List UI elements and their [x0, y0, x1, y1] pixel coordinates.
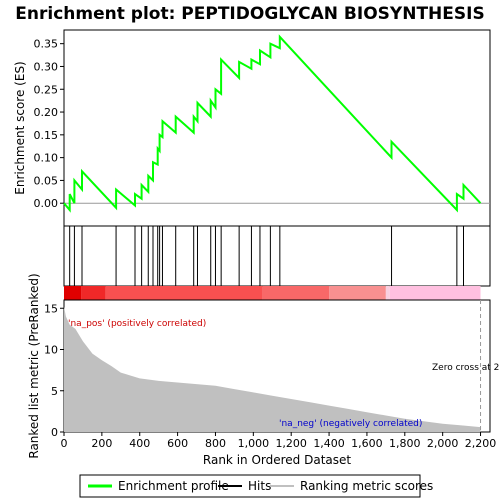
x-tick-label: 400 — [129, 437, 150, 450]
hits-marks — [69, 226, 464, 286]
legend: Enrichment profile Hits Ranking metric sco… — [88, 479, 433, 493]
es-y-axis-label: Enrichment score (ES) — [13, 61, 27, 194]
x-tick-label: 800 — [205, 437, 226, 450]
hits-panel-frame — [63, 225, 491, 287]
metric-y-tick-label: 10 — [44, 344, 58, 357]
x-tick-label: 200 — [91, 437, 112, 450]
colorbar-segment — [64, 286, 82, 300]
x-tick-label: 2,200 — [465, 437, 497, 450]
x-tick-label: 0 — [61, 437, 68, 450]
metric-y-axis-label: Ranked list metric (PreRanked) — [27, 273, 41, 458]
x-tick-label: 600 — [167, 437, 188, 450]
enrichment-profile-line — [63, 34, 482, 213]
x-tick-label: 1,200 — [275, 437, 307, 450]
ranking-colorbar — [64, 286, 481, 300]
es-y-tick-label: 0.25 — [34, 83, 59, 96]
positive-correlation-label: 'na_pos' (positively correlated) — [68, 319, 206, 329]
colorbar-segment — [262, 286, 330, 300]
legend-label: Enrichment profile — [118, 479, 229, 493]
metric-y-tick-label: 5 — [51, 385, 58, 398]
metric-x-ticks: 0 200 400 600 800 1,000 1,200 1,400 1,600 1,800 2,… — [61, 432, 497, 450]
es-y-tick-label: 0.10 — [34, 152, 59, 165]
es-y-tick-label: 0.35 — [34, 38, 59, 51]
x-axis-label: Rank in Ordered Dataset — [203, 453, 351, 467]
legend-label: Hits — [248, 479, 271, 493]
es-y-tick-label: 0.15 — [34, 129, 59, 142]
es-panel-frame — [63, 29, 491, 227]
legend-label: Ranking metric scores — [300, 479, 433, 493]
es-y-tick-label: 0.20 — [34, 106, 59, 119]
x-tick-label: 1,000 — [238, 437, 270, 450]
metric-y-ticks: 0 5 10 15 — [44, 302, 64, 439]
x-tick-label: 1,400 — [313, 437, 345, 450]
x-tick-label: 1,600 — [351, 437, 383, 450]
colorbar-segment — [389, 286, 481, 300]
legend-box — [79, 474, 421, 498]
es-y-tick-label: 0.30 — [34, 60, 59, 73]
x-tick-label: 2,000 — [427, 437, 459, 450]
metric-y-tick-label: 15 — [44, 302, 58, 315]
chart-title: Enrichment plot: PEPTIDOGLYCAN BIOSYNTHE… — [15, 4, 484, 24]
ranking-metric-area — [64, 306, 481, 432]
es-y-tick-label: 0.00 — [34, 197, 59, 210]
metric-y-tick-label: 0 — [51, 426, 58, 439]
colorbar-segment — [385, 286, 390, 300]
colorbar-segment — [81, 286, 106, 300]
zero-cross-label: Zero cross at 2 — [432, 363, 499, 373]
negative-correlation-label: 'na_neg' (negatively correlated) — [279, 419, 422, 429]
colorbar-segment — [105, 286, 263, 300]
x-tick-label: 1,800 — [389, 437, 421, 450]
es-y-ticks: 0.00 0.05 0.10 0.15 0.20 0.25 0.30 0.35 — [34, 38, 64, 210]
colorbar-segment — [329, 286, 386, 300]
es-y-tick-label: 0.05 — [34, 174, 59, 187]
